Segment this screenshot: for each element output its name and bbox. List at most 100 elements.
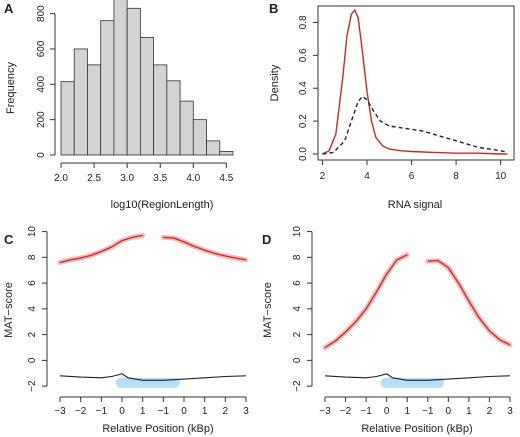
x-tick-label-c: 1	[140, 406, 146, 417]
mat-score-line	[59, 234, 143, 264]
y-tick-label-a: 800	[36, 5, 47, 22]
histogram-bar	[100, 20, 115, 156]
y-tick-label-d: 4	[292, 306, 303, 312]
y-tick-label-a: 600	[36, 40, 47, 57]
confidence-band	[160, 234, 249, 263]
y-tick-label-b: 0.0	[298, 147, 309, 161]
y-tick-label-d: 0	[292, 357, 303, 363]
x-tick-label-c: 0	[119, 406, 125, 417]
x-tick-label-a: 3.5	[153, 173, 167, 184]
panel-mat-score-c: C −3 −2 −1 0 1 −1 0 1 2 3 −2 0 2 4 6 8 10 Relative Posit…	[3, 226, 249, 435]
histogram-bar	[73, 48, 88, 156]
mat-score-line	[427, 259, 511, 346]
x-tick-label-c: 1	[202, 406, 208, 417]
y-tick-label-c: 2	[27, 331, 38, 337]
panel-histogram: A 2.0 2.5 3.0 3.5 4.0 4.5 0 200 400 600 800 log10(…	[4, 0, 234, 211]
histogram-bar	[60, 81, 75, 156]
y-axis-label-b: Density	[269, 64, 281, 101]
x-tick-label-d: 2	[487, 406, 493, 417]
x-tick-label-c: −2	[75, 406, 87, 417]
x-tick-label-a: 2.5	[87, 173, 101, 184]
y-axis-label-a: Frequency	[5, 62, 17, 114]
axes-d: −3 −2 −1 0 1 −1 0 1 2 3 −2 0 2 4 6 8 10	[292, 226, 513, 417]
x-tick-label-d: 1	[404, 406, 410, 417]
y-tick-label-a: 0	[36, 152, 47, 158]
histogram-bar	[219, 151, 234, 156]
background-line	[324, 373, 511, 381]
y-tick-label-b: 0.6	[298, 48, 309, 62]
y-axis-label-d: MAT−score	[262, 282, 274, 338]
x-tick-label-d: 0	[446, 406, 452, 417]
panel-letter-c: C	[4, 232, 14, 247]
mat-score-lines-c	[57, 232, 249, 388]
density-lines	[322, 8, 508, 155]
y-tick-label-b: 0.8	[298, 15, 309, 29]
y-tick-label-c: −2	[27, 380, 38, 392]
x-tick-label-a: 3.0	[120, 173, 134, 184]
panel-mat-score-d: D −3 −2 −1 0 1 −1 0 1 2 3 −2 0 2 4 6 8 10 Relative Posit…	[262, 226, 513, 435]
x-tick-label-c: −1	[96, 406, 108, 417]
mat-score-line	[324, 254, 408, 349]
histogram-bar	[87, 64, 102, 156]
x-tick-label-a: 4.0	[186, 173, 200, 184]
x-axis-label-a: log10(RegionLength)	[111, 199, 214, 211]
y-tick-label-c: 4	[27, 306, 38, 312]
plot-frame-b	[317, 5, 515, 161]
histogram-bar	[192, 119, 207, 156]
axes-a: 2.0 2.5 3.0 3.5 4.0 4.5 0 200 400 600 800	[36, 5, 234, 184]
density-line-solid	[322, 8, 508, 155]
y-tick-label-d: 6	[292, 280, 303, 286]
background-line	[59, 373, 247, 381]
y-tick-label-d: 8	[292, 254, 303, 260]
y-tick-label-c: 10	[27, 226, 38, 238]
confidence-band	[425, 258, 513, 348]
y-tick-label-c: 6	[27, 280, 38, 286]
x-axis-label-d: Relative Position (kBp)	[361, 423, 472, 435]
histogram-bar	[166, 80, 181, 156]
x-tick-label-c: −1	[158, 406, 170, 417]
density-line-dashed	[322, 95, 508, 155]
x-tick-label-c: 3	[243, 406, 249, 417]
x-axis-label-c: Relative Position (kBp)	[102, 423, 213, 435]
axes-c: −3 −2 −1 0 1 −1 0 1 2 3 −2 0 2 4 6 8 10	[27, 226, 249, 417]
y-tick-label-a: 200	[36, 111, 47, 128]
x-tick-label-a: 2.0	[54, 173, 68, 184]
x-tick-label-c: 2	[223, 406, 229, 417]
x-tick-label-b: 10	[495, 171, 507, 182]
mat-score-lines-d	[322, 252, 513, 388]
histogram-bar	[126, 7, 141, 156]
histogram-bars	[60, 0, 234, 156]
histogram-bar	[139, 37, 155, 156]
confidence-band	[322, 252, 410, 350]
histogram-bar	[179, 100, 194, 156]
y-tick-label-c: 0	[27, 357, 38, 363]
x-axis-label-b: RNA signal	[388, 199, 442, 211]
confidence-band	[57, 232, 146, 265]
x-tick-label-d: 0	[384, 406, 390, 417]
y-tick-label-d: 2	[292, 331, 303, 337]
panel-density: B 2 4 6 8 10 0.0 0.2 0.4 0.6 0.8 RNA signal Densi…	[269, 1, 515, 211]
x-tick-label-b: 6	[409, 171, 415, 182]
x-tick-label-b: 8	[453, 171, 459, 182]
y-tick-label-b: 0.2	[298, 114, 309, 128]
x-tick-label-c: −3	[54, 406, 66, 417]
histogram-bar	[153, 64, 168, 156]
x-tick-label-c: 0	[181, 406, 187, 417]
x-tick-label-d: 1	[466, 406, 472, 417]
x-tick-label-b: 4	[364, 171, 370, 182]
panel-letter-d: D	[262, 232, 271, 247]
mat-score-line	[163, 236, 247, 261]
panel-letter-b: B	[269, 1, 278, 16]
y-tick-label-d: −2	[292, 380, 303, 392]
x-tick-label-d: −2	[340, 406, 352, 417]
x-tick-label-d: 3	[507, 406, 513, 417]
y-tick-label-b: 0.4	[298, 81, 309, 95]
x-tick-label-d: −1	[422, 406, 434, 417]
y-tick-label-d: 10	[292, 226, 303, 238]
x-tick-label-b: 2	[320, 171, 326, 182]
x-tick-label-d: −1	[360, 406, 372, 417]
histogram-bar	[206, 140, 221, 156]
x-tick-label-a: 4.5	[219, 173, 233, 184]
x-tick-label-d: −3	[319, 406, 331, 417]
